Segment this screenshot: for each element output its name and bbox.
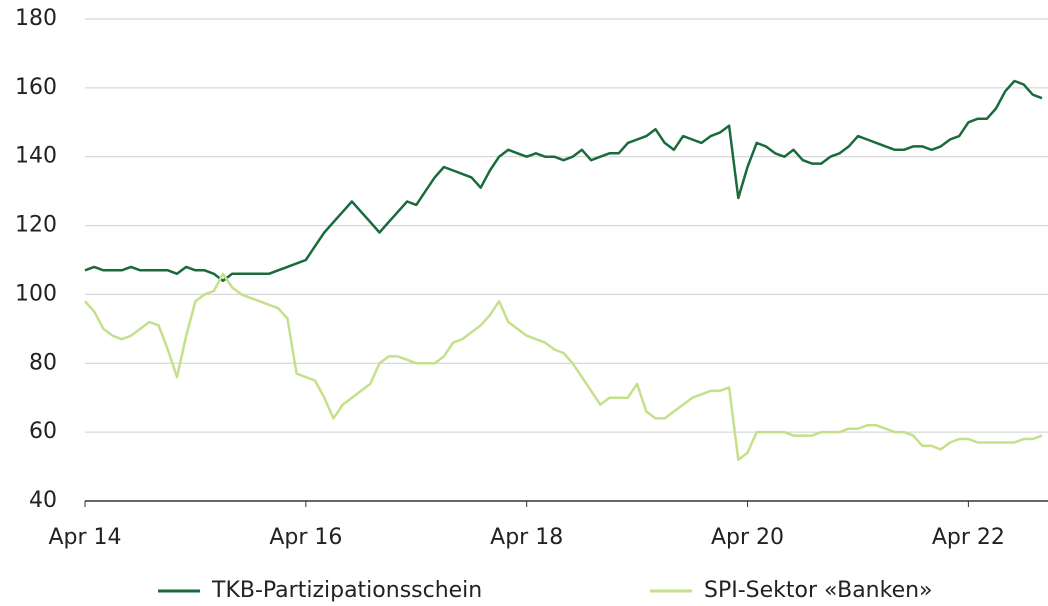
x-tick-label: Apr 14 [48, 525, 121, 550]
x-tick-label: Apr 18 [490, 525, 563, 550]
y-tick-label: 100 [15, 281, 57, 306]
legend-label: TKB-Partizipationsschein [211, 578, 482, 603]
x-tick-label: Apr 20 [711, 525, 784, 550]
y-tick-label: 140 [15, 144, 57, 169]
y-tick-label: 80 [29, 350, 57, 375]
y-tick-label: 160 [15, 75, 57, 100]
x-tick-label: Apr 16 [269, 525, 342, 550]
legend-label: SPI-Sektor «Banken» [704, 578, 933, 603]
y-tick-label: 180 [15, 6, 57, 31]
x-tick-label: Apr 22 [932, 525, 1005, 550]
y-tick-label: 40 [29, 488, 57, 513]
series-line [84, 79, 1043, 282]
y-tick-label: 60 [29, 419, 57, 444]
series-line [84, 272, 1043, 461]
y-tick-label: 120 [15, 213, 57, 238]
